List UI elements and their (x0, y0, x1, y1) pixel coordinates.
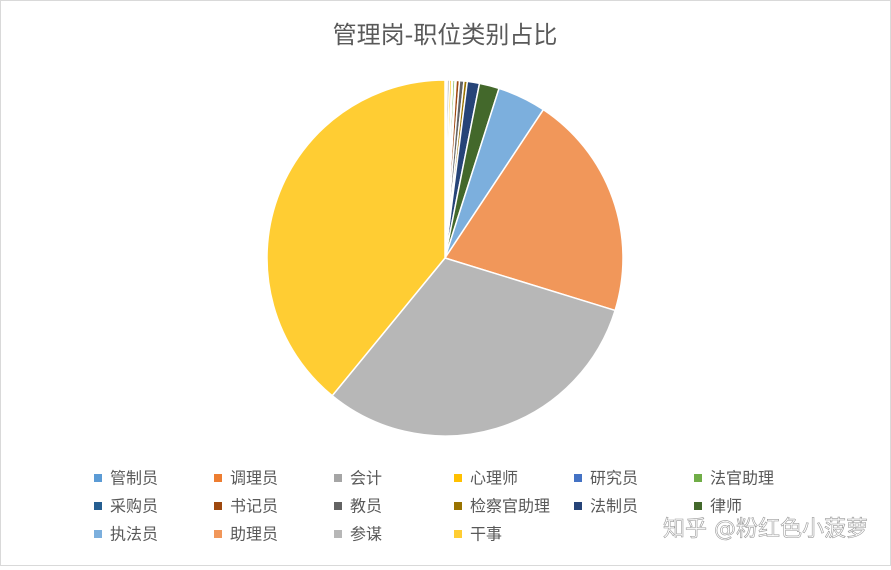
pie-slice (331, 257, 617, 437)
legend-swatch (454, 502, 462, 510)
legend-label: 调理员 (230, 469, 278, 488)
legend-swatch (574, 502, 582, 510)
legend-swatch (454, 530, 462, 538)
legend-swatch (94, 530, 102, 538)
legend-label: 研究员 (590, 469, 638, 488)
legend-label: 教员 (350, 497, 382, 516)
legend-label: 管制员 (110, 469, 158, 488)
legend-label: 检察官助理 (470, 497, 550, 516)
legend-swatch (214, 530, 222, 538)
legend-label: 书记员 (230, 497, 278, 516)
legend-label: 干事 (470, 525, 502, 544)
legend-swatch (694, 502, 702, 510)
legend-swatch (334, 474, 342, 482)
pie-slice (266, 79, 446, 397)
legend-label: 采购员 (110, 497, 158, 516)
chart-title: 管理岗-职位类别占比 (333, 21, 558, 49)
legend-swatch (94, 474, 102, 482)
legend-swatch (694, 474, 702, 482)
legend-label: 会计 (350, 469, 382, 488)
legend-label: 参谋 (350, 525, 382, 544)
legend-label: 心理师 (470, 469, 518, 488)
legend-label: 助理员 (230, 525, 278, 544)
legend-swatch (574, 474, 582, 482)
legend-label: 法制员 (590, 497, 638, 516)
legend-label: 律师 (710, 497, 742, 516)
legend-swatch (454, 474, 462, 482)
watermark: 知乎 @粉红色小菠萝 (663, 517, 868, 542)
legend-label: 法官助理 (710, 469, 774, 488)
legend-label: 执法员 (110, 525, 158, 544)
legend-swatch (214, 502, 222, 510)
legend-swatch (214, 474, 222, 482)
legend-swatch (94, 502, 102, 510)
legend-swatch (334, 530, 342, 538)
legend-swatch (334, 502, 342, 510)
pie-slice (443, 108, 624, 312)
